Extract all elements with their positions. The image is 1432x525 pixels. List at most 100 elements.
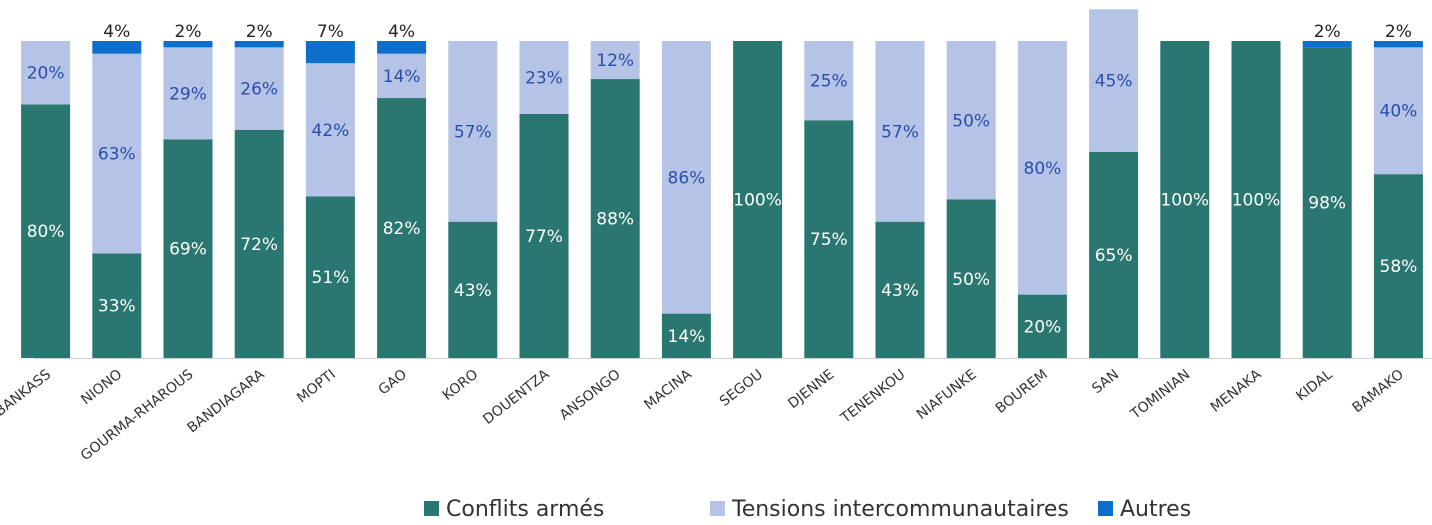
category-label-macina: MACINA: [641, 366, 695, 413]
data-label-djenne-conflits-armes: 75%: [810, 230, 848, 250]
bar-douentza-conflits-armes: [519, 113, 569, 358]
bar-bandiagara-conflits-armes: [234, 129, 284, 358]
bar-bourem-tensions-intercommunautaires: [1017, 41, 1067, 295]
legend-swatch-tensions-intercommunautaires: [710, 501, 725, 516]
bar-tenenkou-conflits-armes: [875, 221, 925, 358]
data-label-bandiagara-tensions-intercommunautaires: 26%: [240, 80, 278, 100]
category-label-tenenkou: TENENKOU: [837, 367, 908, 428]
data-label-kidal-autres: 2%: [1314, 22, 1341, 42]
data-label-djenne-tensions-intercommunautaires: 25%: [810, 72, 848, 92]
legend: Conflits armés Tensions intercommunautair…: [424, 497, 1191, 522]
data-label-mopti-tensions-intercommunautaires: 42%: [312, 121, 350, 141]
bar-niono-conflits-armes: [92, 253, 142, 358]
bar-bandiagara-autres: [234, 41, 284, 48]
bar-macina-tensions-intercommunautaires: [661, 41, 711, 314]
bar-bamako-autres: [1373, 41, 1423, 48]
bar-bankass-tensions-intercommunautaires: [21, 41, 71, 105]
bar-bankass-conflits-armes: [21, 104, 71, 359]
legend-label-conflits-armes: Conflits armés: [446, 497, 604, 522]
data-label-gourma-rharous-tensions-intercommunautaires: 29%: [169, 84, 207, 104]
data-label-tenenkou-conflits-armes: 43%: [881, 281, 919, 301]
category-label-koro: KORO: [440, 367, 482, 404]
bar-gourma-rharous-autres: [163, 41, 213, 48]
data-label-niono-tensions-intercommunautaires: 63%: [98, 145, 136, 165]
data-label-san-conflits-armes: 65%: [1095, 246, 1133, 266]
data-label-gao-conflits-armes: 82%: [383, 219, 421, 239]
bar-niafunke-tensions-intercommunautaires: [946, 41, 996, 200]
category-label-kidal: KIDAL: [1293, 366, 1335, 404]
data-label-mopti-autres: 7%: [317, 22, 344, 42]
data-label-macina-tensions-intercommunautaires: 86%: [668, 168, 706, 188]
bar-gourma-rharous-conflits-armes: [163, 139, 213, 358]
bar-kidal-autres: [1302, 41, 1352, 48]
legend-swatch-conflits-armes: [424, 501, 439, 516]
data-label-niafunke-tensions-intercommunautaires: 50%: [952, 111, 990, 131]
bar-koro-conflits-armes: [448, 221, 498, 358]
bar-ansongo-conflits-armes: [590, 79, 640, 358]
legend-label-tensions-intercommunautaires: Tensions intercommunautaires: [731, 497, 1069, 522]
bar-tenenkou-tensions-intercommunautaires: [875, 41, 925, 222]
data-label-niono-autres: 4%: [103, 22, 130, 42]
bar-menaka-conflits-armes: [1231, 41, 1281, 358]
data-label-douentza-tensions-intercommunautaires: 23%: [525, 68, 563, 88]
data-label-niafunke-conflits-armes: 50%: [952, 270, 990, 290]
bar-djenne-tensions-intercommunautaires: [804, 41, 854, 121]
data-label-bamako-autres: 2%: [1385, 22, 1412, 42]
data-label-menaka-conflits-armes: 100%: [1232, 191, 1281, 211]
bar-bamako-conflits-armes: [1373, 174, 1423, 358]
category-label-bankass: BANKASS: [0, 366, 54, 419]
category-label-bandiagara: BANDIAGARA: [184, 366, 268, 436]
bar-bourem-conflits-armes: [1017, 294, 1067, 358]
bar-mopti-tensions-intercommunautaires: [305, 63, 355, 197]
category-label-segou: SEGOU: [717, 367, 766, 410]
legend-item-conflits-armes: Conflits armés: [424, 497, 604, 522]
category-label-gao: GAO: [376, 367, 410, 399]
data-label-niono-conflits-armes: 33%: [98, 297, 136, 317]
bar-gao-conflits-armes: [377, 98, 427, 358]
bar-bandiagara-tensions-intercommunautaires: [234, 47, 284, 130]
bar-tominian-conflits-armes: [1160, 41, 1210, 358]
category-label-niafunke: NIAFUNKE: [914, 367, 980, 423]
category-label-djenne: DJENNE: [785, 367, 837, 413]
bars-layer: [21, 9, 1423, 359]
bar-san-tensions-intercommunautaires: [1089, 9, 1139, 152]
data-label-ansongo-tensions-intercommunautaires: 12%: [596, 51, 634, 71]
data-label-bamako-tensions-intercommunautaires: 40%: [1380, 102, 1418, 122]
data-label-tominian-conflits-armes: 100%: [1160, 191, 1209, 211]
data-label-bandiagara-conflits-armes: 72%: [240, 235, 278, 255]
category-label-ansongo: ANSONGO: [557, 367, 624, 424]
bar-kidal-conflits-armes: [1302, 47, 1352, 359]
bar-niafunke-conflits-armes: [946, 199, 996, 358]
bar-segou-conflits-armes: [733, 41, 783, 358]
legend-label-autres: Autres: [1120, 497, 1191, 522]
data-label-gourma-rharous-autres: 2%: [175, 22, 202, 42]
bar-gao-tensions-intercommunautaires: [377, 53, 427, 99]
category-label-tominian: TOMINIAN: [1127, 367, 1193, 424]
data-label-bandiagara-autres: 2%: [246, 22, 273, 42]
bar-niono-tensions-intercommunautaires: [92, 53, 142, 254]
category-label-bamako: BAMAKO: [1350, 367, 1407, 417]
bar-bamako-tensions-intercommunautaires: [1373, 47, 1423, 175]
data-label-gao-autres: 4%: [388, 22, 415, 42]
bar-gao-autres: [377, 41, 427, 54]
data-label-koro-conflits-armes: 43%: [454, 281, 492, 301]
legend-item-autres: Autres: [1098, 497, 1191, 522]
legend-item-tensions-intercommunautaires: Tensions intercommunautaires: [710, 497, 1069, 522]
data-label-segou-conflits-armes: 100%: [733, 191, 782, 211]
data-label-gourma-rharous-conflits-armes: 69%: [169, 240, 207, 260]
category-label-niono: NIONO: [78, 367, 125, 409]
data-label-bamako-conflits-armes: 58%: [1380, 257, 1418, 277]
bar-mopti-autres: [305, 41, 355, 64]
data-label-bankass-tensions-intercommunautaires: 20%: [27, 64, 65, 84]
bar-macina-conflits-armes: [661, 313, 711, 358]
data-label-bourem-conflits-armes: 20%: [1024, 317, 1062, 337]
category-label-bourem: BOUREM: [993, 367, 1051, 417]
data-label-ansongo-conflits-armes: 88%: [596, 210, 634, 230]
data-label-kidal-conflits-armes: 98%: [1308, 194, 1346, 214]
bar-gourma-rharous-tensions-intercommunautaires: [163, 47, 213, 140]
data-label-douentza-conflits-armes: 77%: [525, 227, 563, 247]
data-label-mopti-conflits-armes: 51%: [312, 268, 350, 288]
bar-san-conflits-armes: [1089, 151, 1139, 358]
